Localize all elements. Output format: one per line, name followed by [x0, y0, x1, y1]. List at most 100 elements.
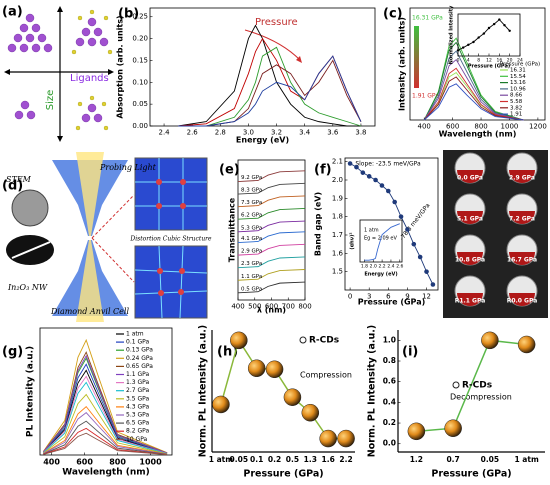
data-point — [379, 183, 385, 188]
x-tick-label: 0.5 — [286, 455, 299, 464]
series-line — [42, 357, 168, 454]
photo-sample — [457, 170, 483, 183]
photo-sample — [457, 293, 483, 306]
x-tick-label: 9 — [405, 292, 409, 300]
y-axis-label: Absorption (arb. units) — [116, 15, 125, 118]
atoms — [156, 179, 186, 296]
photo-sample — [509, 170, 535, 183]
x-tick-label: 1200 — [529, 122, 547, 130]
legend-label: 1.1 GPa — [126, 371, 149, 378]
data-point — [461, 46, 465, 49]
y-tick-label: 1.9 — [332, 194, 343, 202]
x-tick-label: 0.7 — [446, 455, 459, 464]
series-label: 4.1 GPa — [241, 236, 262, 242]
data-point — [230, 331, 248, 350]
photo-sample — [509, 252, 535, 265]
y-tick-label: 0.15 — [132, 56, 148, 64]
x-tick-label: 1.6 — [322, 455, 335, 464]
legend-label: 8.2 GPa — [126, 428, 149, 435]
data-point — [386, 188, 391, 194]
cell-label: Diamond Anvil Cell — [50, 307, 129, 316]
y-tick-label: 0.0 — [383, 439, 396, 448]
x-tick-label: 2.4 — [387, 264, 394, 270]
legend-label: 1.3 GPa — [126, 379, 149, 386]
series-line — [423, 41, 524, 121]
y-tick-label: 0.8 — [383, 356, 396, 365]
x-tick-label: 2.2 — [339, 455, 352, 464]
legend-marker — [299, 336, 307, 344]
annotation: Decompression — [450, 393, 512, 402]
x-tick-label: 400 — [231, 302, 244, 310]
legend-label: 0.24 GPa — [126, 355, 153, 362]
data-point — [405, 227, 410, 232]
data-point — [444, 419, 462, 437]
data-point — [503, 24, 506, 27]
series-line — [237, 220, 306, 233]
x-tick-label: 0.05 — [481, 455, 500, 464]
x-tick-label: 700 — [282, 302, 295, 310]
x-tick-label: 400 — [43, 458, 60, 467]
panel-label: (c) — [383, 7, 403, 22]
stem-label: STEM — [6, 175, 32, 184]
series-label: 2.9 GPa — [241, 249, 262, 255]
structure — [134, 245, 208, 319]
photo-label: R1.1 GPa — [455, 298, 486, 305]
structure — [134, 157, 208, 231]
x-tick-label: 2.6 — [396, 264, 403, 270]
data-point — [487, 26, 491, 30]
photo-sample — [509, 211, 535, 224]
y-tick-label: 1.0 — [383, 335, 396, 344]
data-point — [392, 199, 397, 205]
series-line — [237, 182, 306, 195]
series-label: 5.3 GPa — [241, 225, 262, 231]
x-axis-label: Energy (eV) — [364, 272, 397, 278]
beam — [76, 240, 104, 322]
y-tick-label: 0.20 — [132, 35, 148, 43]
legend-label: 10 GPa — [126, 436, 148, 443]
legend-label: 2.7 GPa — [126, 387, 149, 394]
series-line — [42, 369, 168, 454]
ligands-label: Ligands — [70, 73, 109, 84]
y-tick-label: 0.05 — [132, 100, 148, 108]
series-line — [237, 231, 306, 244]
panel-label: (d) — [2, 179, 23, 194]
data-point — [319, 429, 337, 448]
structure-grid — [134, 158, 208, 319]
legend-label: 4.3 GPa — [126, 403, 149, 410]
series-line — [43, 427, 168, 455]
series-line — [364, 223, 400, 261]
x-tick-label: 3.6 — [327, 128, 339, 136]
panel-a: (a) Ligands Size — [2, 5, 114, 142]
series-line — [423, 76, 524, 121]
x-tick-label: 800 — [298, 302, 311, 310]
series-line — [423, 83, 524, 121]
legend-label: 1 atm — [126, 331, 144, 338]
data-point — [417, 254, 423, 260]
data-point — [492, 22, 496, 26]
data-point — [508, 29, 511, 32]
data-point — [347, 161, 353, 166]
plot-frame — [359, 219, 403, 263]
legend-label: 8.66 — [510, 93, 523, 99]
x-tick-label: 1.3 — [304, 455, 317, 464]
photo-label: 2.9 GPa — [509, 175, 535, 182]
data-point — [482, 32, 486, 35]
arrow-head — [108, 69, 114, 75]
annotation: Slope: -23.5 meV/GPa — [355, 161, 421, 168]
photo-label: R0.0 GPa — [507, 298, 538, 305]
data-point — [283, 388, 302, 406]
structure-label: Distortion Cubic Structure — [129, 236, 212, 243]
data-point — [247, 359, 266, 378]
x-tick-label: 16 — [496, 58, 502, 64]
panel-label: (i) — [402, 345, 418, 360]
data-point — [337, 429, 355, 448]
panel-label: (g) — [2, 345, 23, 360]
plot-frame — [409, 7, 546, 121]
y-axis-label: Intensity (arb. units) — [398, 17, 407, 111]
legend-label: 6.5 GPa — [126, 420, 149, 427]
ligands-dots — [71, 9, 113, 131]
data-point — [430, 282, 436, 287]
x-tick-label: 1.2 — [410, 455, 423, 464]
series-line — [178, 46, 362, 127]
series-line — [43, 405, 168, 455]
